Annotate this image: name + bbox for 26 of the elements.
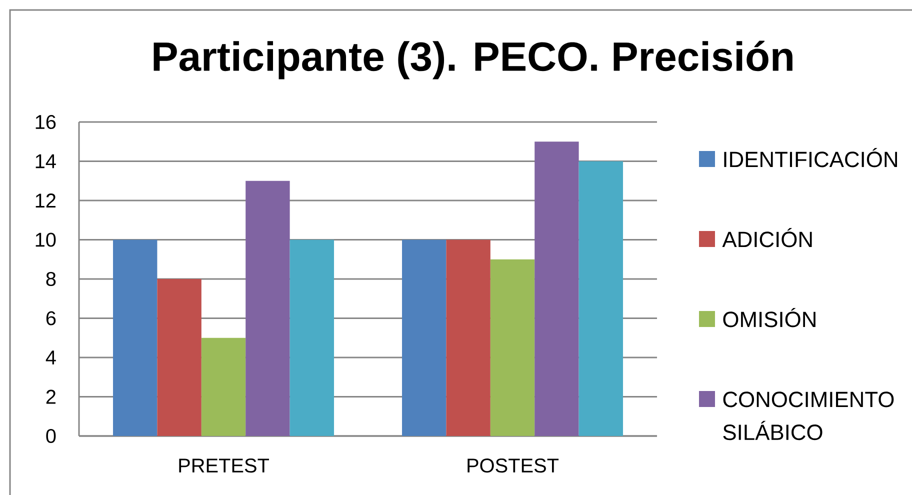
legend-label: ADICIÓN (722, 228, 812, 248)
y-tick-label: 2 (46, 390, 56, 404)
legend-label: IDENTIFICACIÓN (724, 148, 897, 168)
x-tick-label: POSTEST (468, 458, 559, 473)
bar (246, 180, 290, 436)
bar (113, 240, 158, 436)
chart-title: Participante (3). PECO. Precisión (154, 40, 792, 80)
legend-label: OMISIÓN (723, 308, 816, 328)
y-tick-label: 6 (46, 311, 56, 326)
y-tick-label: 4 (46, 350, 56, 364)
y-tick-label: 8 (46, 272, 56, 286)
bar (446, 240, 490, 436)
y-tick-label: 10 (36, 232, 56, 247)
bar (290, 240, 334, 436)
bar (157, 278, 202, 436)
x-tick-label: PRETEST (179, 458, 269, 473)
y-tick-label: 14 (36, 154, 56, 168)
bar (201, 338, 246, 436)
bar (402, 240, 446, 436)
legend-label: CONOCIMIENTO SILÁBICO (723, 392, 894, 440)
y-tick-label: 0 (46, 428, 56, 444)
bar (490, 259, 535, 436)
y-tick-label: 12 (36, 194, 56, 208)
bar (534, 142, 579, 436)
y-tick-label: 16 (36, 114, 56, 130)
bar (578, 161, 624, 436)
